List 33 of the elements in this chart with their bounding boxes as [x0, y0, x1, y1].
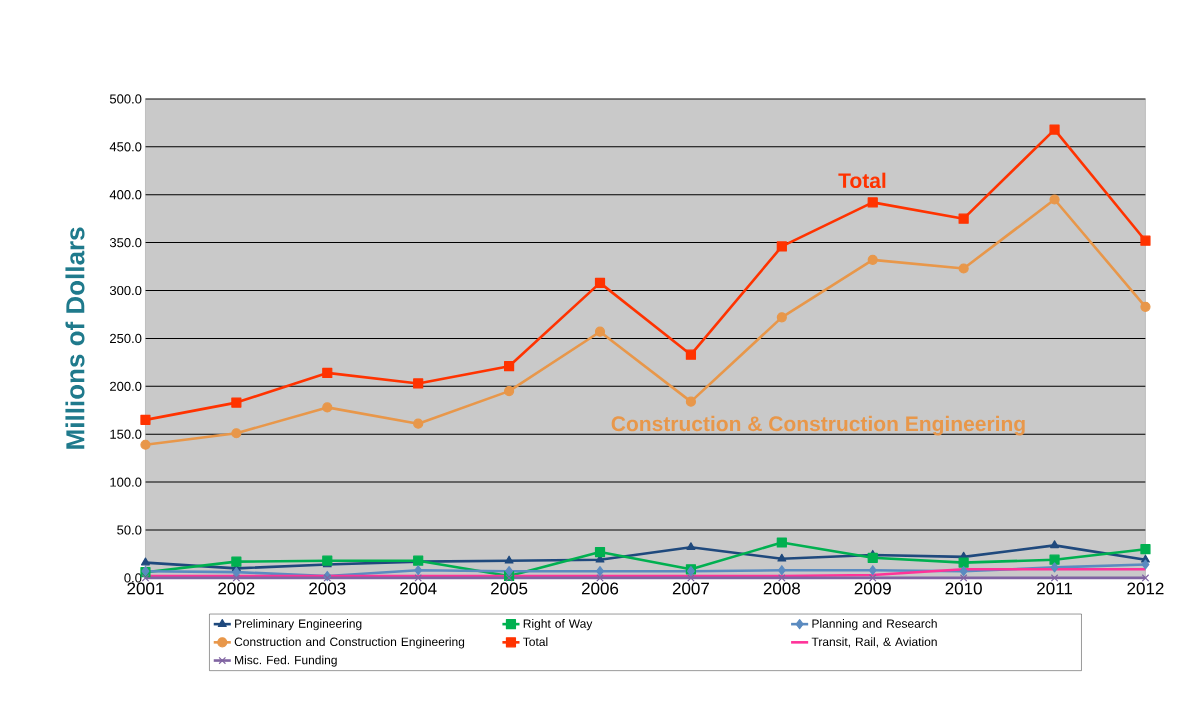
legend-label: Transit, Rail, & Aviation	[811, 637, 937, 648]
y-tick-label: 0.0	[124, 573, 142, 583]
legend-label: Preliminary Engineering	[235, 619, 362, 631]
y-axis-title: Millions of Dollars	[65, 227, 85, 449]
legend-label: Construction and Construction Engineering	[234, 637, 465, 649]
y-tick-label: 50.0	[117, 525, 142, 535]
x-tick-label: 2010	[945, 582, 982, 595]
x-tick-label: 2009	[854, 582, 891, 595]
legend-label: Misc. Fed. Funding	[235, 655, 337, 667]
y-tick-label: 250.0	[110, 333, 142, 344]
y-tick-label: 400.0	[109, 190, 142, 200]
y-tick-label: 500.0	[109, 94, 142, 104]
annotation: Total	[838, 172, 886, 189]
x-tick-label: 2005	[491, 582, 528, 595]
legend-label: Total	[523, 637, 548, 647]
x-tick-label: 2012	[1127, 582, 1164, 595]
y-tick-label: 200.0	[110, 381, 142, 391]
x-tick-label: 2004	[400, 582, 437, 595]
y-tick-label: 350.0	[109, 238, 142, 248]
x-tick-label: 2003	[309, 582, 346, 595]
y-tick-label: 150.0	[110, 429, 142, 439]
x-tick-label: 2002	[218, 582, 255, 595]
y-tick-label: 300.0	[109, 285, 142, 296]
y-tick-label: 450.0	[109, 142, 142, 152]
y-tick-label: 100.0	[110, 477, 142, 487]
x-tick-label: 2006	[581, 582, 619, 595]
x-tick-label: 2008	[763, 582, 800, 595]
annotation: Construction & Construction Engineering	[611, 415, 1025, 436]
x-tick-label: 2001	[127, 582, 164, 595]
legend-label: Planning and Research	[812, 619, 937, 631]
x-tick-label: 2007	[672, 582, 709, 595]
x-tick-label: 2011	[1037, 582, 1072, 595]
legend-label: Right of Way	[523, 619, 593, 631]
